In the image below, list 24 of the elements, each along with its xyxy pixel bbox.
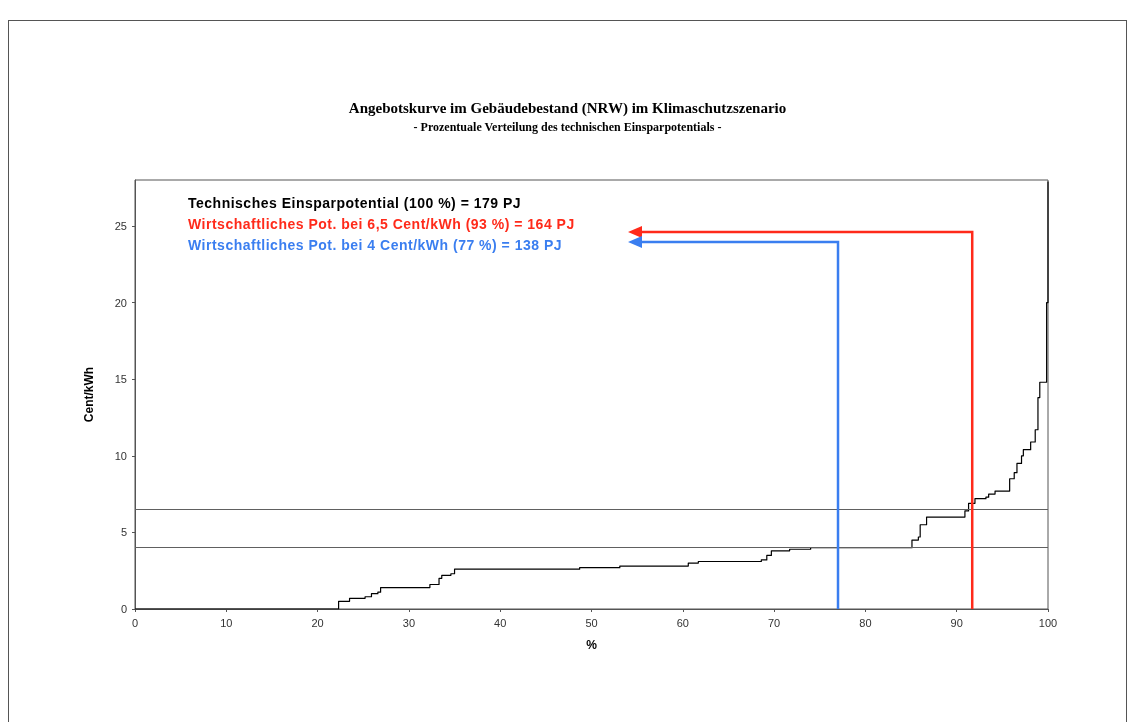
y-tick-label: 5	[120, 526, 127, 539]
y-tick-label: 15	[114, 373, 127, 386]
y-axis-title: Cent/kWh	[82, 366, 96, 423]
x-tick-label: 50	[585, 616, 598, 629]
y-tick-label: 20	[114, 296, 127, 309]
x-tick-label: 80	[859, 616, 872, 629]
chart-title: Angebotskurve im Gebäudebestand (NRW) im Klimaschutzszenario	[348, 99, 787, 117]
x-tick-label: 100	[1038, 616, 1058, 629]
x-tick-label: 40	[494, 616, 507, 629]
y-tick-label: 10	[114, 449, 127, 462]
x-tick-label: 20	[311, 616, 324, 629]
x-tick-label: 60	[676, 616, 689, 629]
x-tick-label: 10	[220, 616, 233, 629]
annotation: Technisches Einsparpotential (100 %) = 179 PJ	[188, 194, 523, 213]
x-tick-label: 30	[402, 616, 416, 629]
x-tick-label: 90	[950, 616, 963, 629]
annotation: Wirtschaftliches Pot. bei 6,5 Cent/kWh (93 %) = 164 PJ	[188, 215, 576, 234]
x-axis-title: %	[586, 638, 598, 652]
chart-subtitle: - Prozentuale Verteilung des technischen Einsparpotentials -	[413, 120, 722, 134]
annotation: Wirtschaftliches Pot. bei 4 Cent/kWh (77 %) = 138 PJ	[188, 236, 564, 255]
y-tick-label: 25	[114, 219, 127, 232]
y-tick-label: 0	[120, 603, 127, 615]
x-tick-label: 70	[767, 616, 781, 629]
x-tick-label: 0	[131, 616, 139, 629]
